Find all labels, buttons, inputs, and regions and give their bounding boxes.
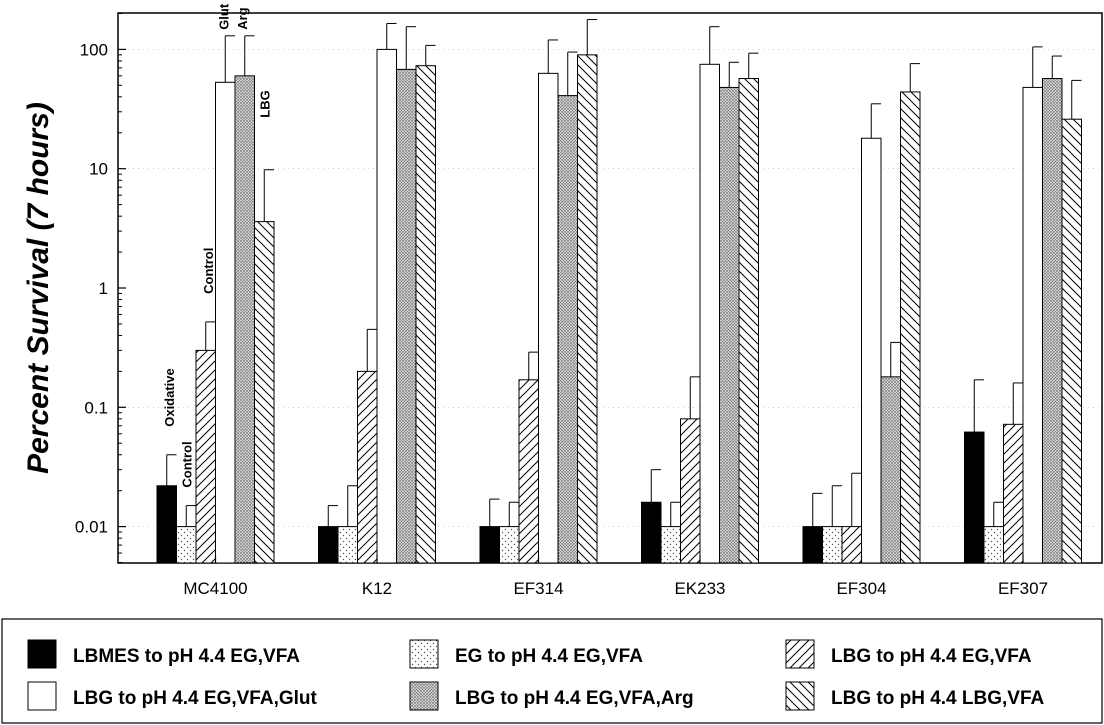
y-tick-label: 10 xyxy=(89,160,108,179)
bar xyxy=(234,75,255,564)
y-tick-label: 0.01 xyxy=(75,518,108,537)
x-tick-label: K12 xyxy=(362,579,392,598)
legend-label: LBG to pH 4.4 EG,VFA,Glut xyxy=(73,688,318,709)
bar-annotation: Arg xyxy=(235,7,250,29)
x-axis: MC4100 K12 EF314 EK233 EF304 EF307 xyxy=(183,555,1048,598)
bar xyxy=(641,501,662,564)
legend-label: LBG to pH 4.4 EG,VFA xyxy=(831,646,1032,667)
bars xyxy=(156,19,1082,564)
grid xyxy=(118,49,1102,527)
bar xyxy=(538,72,559,564)
bar xyxy=(518,379,539,564)
bar xyxy=(415,65,436,564)
legend-label: LBMES to pH 4.4 EG,VFA xyxy=(73,646,300,667)
legend-label: LBG to pH 4.4 LBG,VFA xyxy=(831,688,1045,709)
x-tick-label: EF304 xyxy=(836,579,886,598)
bar xyxy=(195,349,216,564)
legend-label: LBG to pH 4.4 EG,VFA,Arg xyxy=(455,688,694,709)
legend-frame xyxy=(1,618,1103,724)
bar xyxy=(357,370,378,564)
legend-swatch xyxy=(785,681,815,711)
bar xyxy=(577,54,598,564)
legend-label: EG to pH 4.4 EG,VFA xyxy=(455,646,643,667)
bar xyxy=(337,526,358,564)
legend-swatch xyxy=(785,639,815,669)
bar xyxy=(900,91,921,564)
legend: LBMES to pH 4.4 EG,VFA EG to pH 4.4 EG,VF… xyxy=(27,639,1045,711)
bar xyxy=(376,48,397,564)
legend-swatch xyxy=(27,681,57,711)
bar xyxy=(1061,118,1082,564)
x-tick-label: MC4100 xyxy=(183,579,247,598)
x-tick-label: EF314 xyxy=(513,579,563,598)
bar xyxy=(983,526,1004,564)
bar xyxy=(660,526,681,564)
bar xyxy=(680,418,701,564)
bar xyxy=(1003,423,1024,564)
bar xyxy=(841,526,862,564)
bar xyxy=(964,431,985,564)
bar xyxy=(880,376,901,564)
bar-annotation: Oxidative xyxy=(162,368,177,427)
bar-annotation: Control xyxy=(179,441,194,487)
y-axis-label: Percent Survival (7 hours) xyxy=(22,102,55,474)
bar xyxy=(215,81,236,564)
bar xyxy=(254,221,275,564)
bar xyxy=(1022,86,1043,564)
bar xyxy=(699,63,720,564)
x-tick-label: EK233 xyxy=(674,579,725,598)
y-tick-label: 100 xyxy=(80,40,108,59)
bar xyxy=(861,137,882,564)
bar-annotation: Glut xyxy=(216,3,231,30)
bar xyxy=(318,526,339,564)
legend-swatch xyxy=(409,681,439,711)
legend-swatch xyxy=(409,639,439,669)
bar xyxy=(479,526,500,564)
bar xyxy=(557,95,578,564)
bar xyxy=(719,86,740,564)
bar xyxy=(1042,78,1063,564)
x-tick-label: EF307 xyxy=(998,579,1048,598)
bar xyxy=(822,526,843,564)
bar xyxy=(176,526,197,564)
bar-annotation: Control xyxy=(201,248,216,294)
bar xyxy=(499,526,520,564)
bar xyxy=(738,78,759,564)
y-axis: 0.01 0.1 1 10 100 xyxy=(75,12,126,564)
bar xyxy=(802,526,823,564)
bar xyxy=(156,485,177,564)
bar-annotation: LBG xyxy=(257,90,272,117)
y-tick-label: 1 xyxy=(99,279,108,298)
y-tick-label: 0.1 xyxy=(84,398,108,417)
bar xyxy=(396,68,417,564)
legend-swatch xyxy=(27,639,57,669)
